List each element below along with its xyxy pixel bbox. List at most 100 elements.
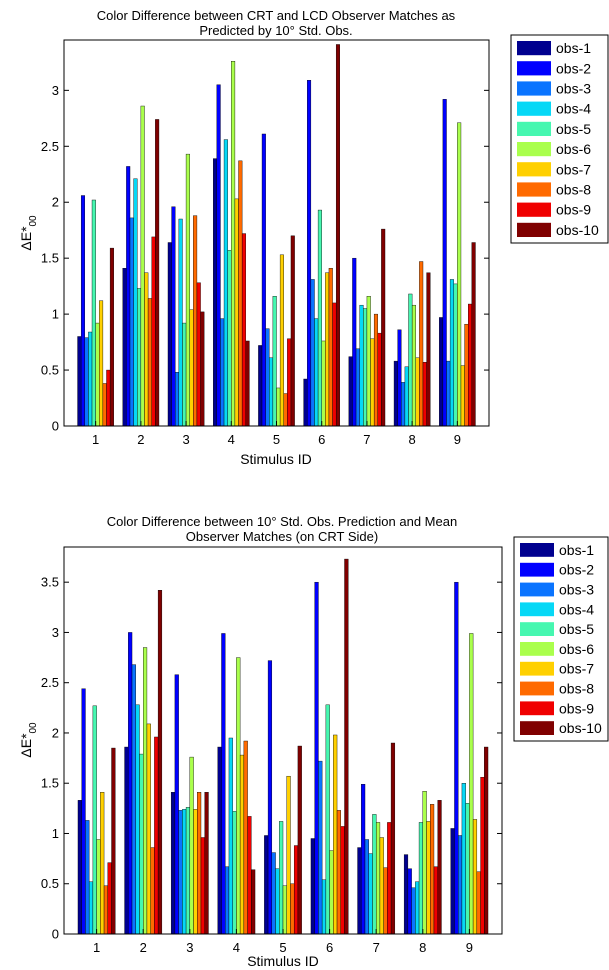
bar-obs-9-stim-2: [151, 236, 156, 427]
bar-obs-7-stim-8: [415, 357, 420, 427]
bar-obs-1-stim-8: [393, 360, 398, 427]
legend-swatch-obs-3: [520, 582, 554, 597]
bar-obs-2-stim-8: [407, 868, 412, 935]
bar-obs-6-stim-5: [282, 885, 287, 935]
bar-obs-1-stim-4: [212, 158, 218, 427]
y-tick-label: 3.5: [41, 575, 59, 590]
bar-obs-6-stim-7: [375, 822, 381, 935]
bar-obs-7-stim-6: [333, 734, 338, 935]
bar-obs-2-stim-6: [307, 80, 312, 427]
bar-obs-7-stim-6: [325, 272, 330, 427]
bar-obs-10-stim-3: [200, 311, 205, 427]
bar-obs-1-stim-4: [217, 746, 222, 935]
chart-title-line1: Color Difference between 10° Std. Obs. P…: [107, 514, 457, 529]
bar-obs-1-stim-3: [170, 792, 176, 935]
bar-obs-7-stim-1: [99, 300, 104, 427]
legend-swatch-obs-9: [520, 701, 554, 716]
chart-title-line2: Observer Matches (on CRT Side): [186, 529, 378, 544]
bar-obs-4-stim-4: [228, 737, 233, 935]
bar-obs-3-stim-6: [318, 760, 323, 935]
bar-obs-7-stim-2: [144, 272, 149, 427]
bar-obs-8-stim-4: [243, 740, 248, 935]
x-tick-label: 8: [409, 432, 416, 447]
bar-obs-5-stim-2: [137, 288, 142, 427]
bar-obs-6-stim-2: [140, 105, 145, 427]
legend-label-obs-8: obs-8: [556, 182, 591, 198]
bar-obs-3-stim-4: [220, 318, 225, 427]
bar-obs-1-stim-1: [77, 800, 82, 935]
y-tick-label: 0: [52, 419, 59, 434]
bar-obs-6-stim-9: [469, 633, 474, 935]
x-tick-label: 7: [373, 940, 380, 955]
bar-obs-6-stim-1: [95, 322, 100, 427]
legend-label-obs-4: obs-4: [559, 601, 594, 617]
bar-obs-4-stim-8: [404, 366, 409, 427]
x-tick-label: 9: [466, 940, 473, 955]
legend-swatch-obs-2: [517, 61, 551, 76]
bar-obs-8-stim-5: [290, 883, 295, 935]
bar-obs-8-stim-8: [430, 804, 435, 935]
bar-obs-10-stim-5: [290, 235, 295, 427]
bar-obs-4-stim-3: [182, 809, 187, 935]
bar-obs-6-stim-9: [457, 122, 462, 427]
legend-swatch-obs-5: [520, 622, 554, 636]
x-tick-label: 3: [182, 432, 189, 447]
bar-obs-5-stim-1: [91, 199, 96, 427]
legend-label-obs-10: obs-10: [556, 222, 599, 238]
bar-obs-2-stim-4: [216, 84, 221, 427]
bar-obs-8-stim-9: [464, 323, 469, 427]
x-tick-label: 2: [137, 432, 144, 447]
bar-obs-7-stim-8: [426, 821, 431, 935]
chart-crt-lcd: Color Difference between CRT and LCD Obs…: [18, 8, 609, 467]
bar-obs-2-stim-1: [81, 688, 86, 935]
x-tick-label: 5: [273, 432, 280, 447]
bar-obs-2-stim-2: [128, 632, 133, 935]
bar-obs-1-stim-2: [124, 746, 129, 935]
bar-obs-6-stim-4: [231, 61, 236, 427]
bar-obs-5-stim-7: [363, 308, 368, 427]
bar-obs-6-stim-7: [366, 296, 371, 427]
x-tick-label: 6: [326, 940, 333, 955]
bar-obs-10-stim-8: [426, 272, 431, 427]
x-tick-label: 5: [279, 940, 286, 955]
bar-obs-5-stim-9: [453, 283, 458, 427]
bar-obs-1-stim-9: [439, 317, 444, 427]
y-tick-label: 2: [52, 725, 59, 740]
y-axis-label-sub: 00: [28, 722, 39, 734]
bar-obs-4-stim-9: [449, 279, 454, 427]
bar-obs-2-stim-3: [174, 674, 179, 935]
y-axis-label-main: ΔE*: [18, 733, 34, 758]
bar-obs-10-stim-7: [390, 742, 396, 935]
legend-swatch-obs-1: [517, 41, 551, 56]
bar-obs-9-stim-4: [241, 233, 246, 427]
bar-obs-1-stim-5: [258, 345, 263, 427]
legend: obs-1 obs-2 obs-3 obs-4 obs-5 obs-6 obs-7 obs-8…: [513, 536, 609, 742]
bar-obs-10-stim-1: [111, 747, 116, 935]
bar-obs-3-stim-7: [355, 348, 360, 427]
bar-obs-5-stim-9: [465, 803, 470, 935]
legend-label-obs-9: obs-9: [556, 202, 591, 218]
x-tick-label: 2: [140, 940, 147, 955]
bar-obs-9-stim-3: [196, 282, 201, 427]
bar-obs-1-stim-9: [450, 828, 455, 935]
x-tick-label: 6: [318, 432, 325, 447]
bar-obs-3-stim-9: [458, 835, 463, 935]
legend-swatch-obs-3: [517, 81, 551, 96]
bar-obs-10-stim-3: [204, 792, 209, 935]
bar-obs-8-stim-5: [283, 393, 288, 427]
bar-obs-10-stim-8: [437, 800, 442, 935]
bar-obs-9-stim-8: [433, 866, 438, 935]
bar-obs-2-stim-7: [352, 257, 357, 427]
bar-obs-9-stim-7: [387, 822, 392, 935]
legend-label-obs-6: obs-6: [556, 141, 591, 157]
bar-obs-4-stim-1: [88, 881, 94, 935]
bar-obs-2-stim-8: [397, 329, 402, 427]
bar-obs-7-stim-9: [472, 819, 478, 935]
y-tick-label: 1.5: [41, 251, 59, 266]
bar-obs-9-stim-6: [332, 302, 337, 427]
bar-obs-10-stim-4: [245, 340, 250, 427]
bar-obs-4-stim-9: [461, 783, 466, 935]
legend-label-obs-1: obs-1: [559, 542, 594, 558]
bar-obs-9-stim-9: [480, 776, 485, 935]
